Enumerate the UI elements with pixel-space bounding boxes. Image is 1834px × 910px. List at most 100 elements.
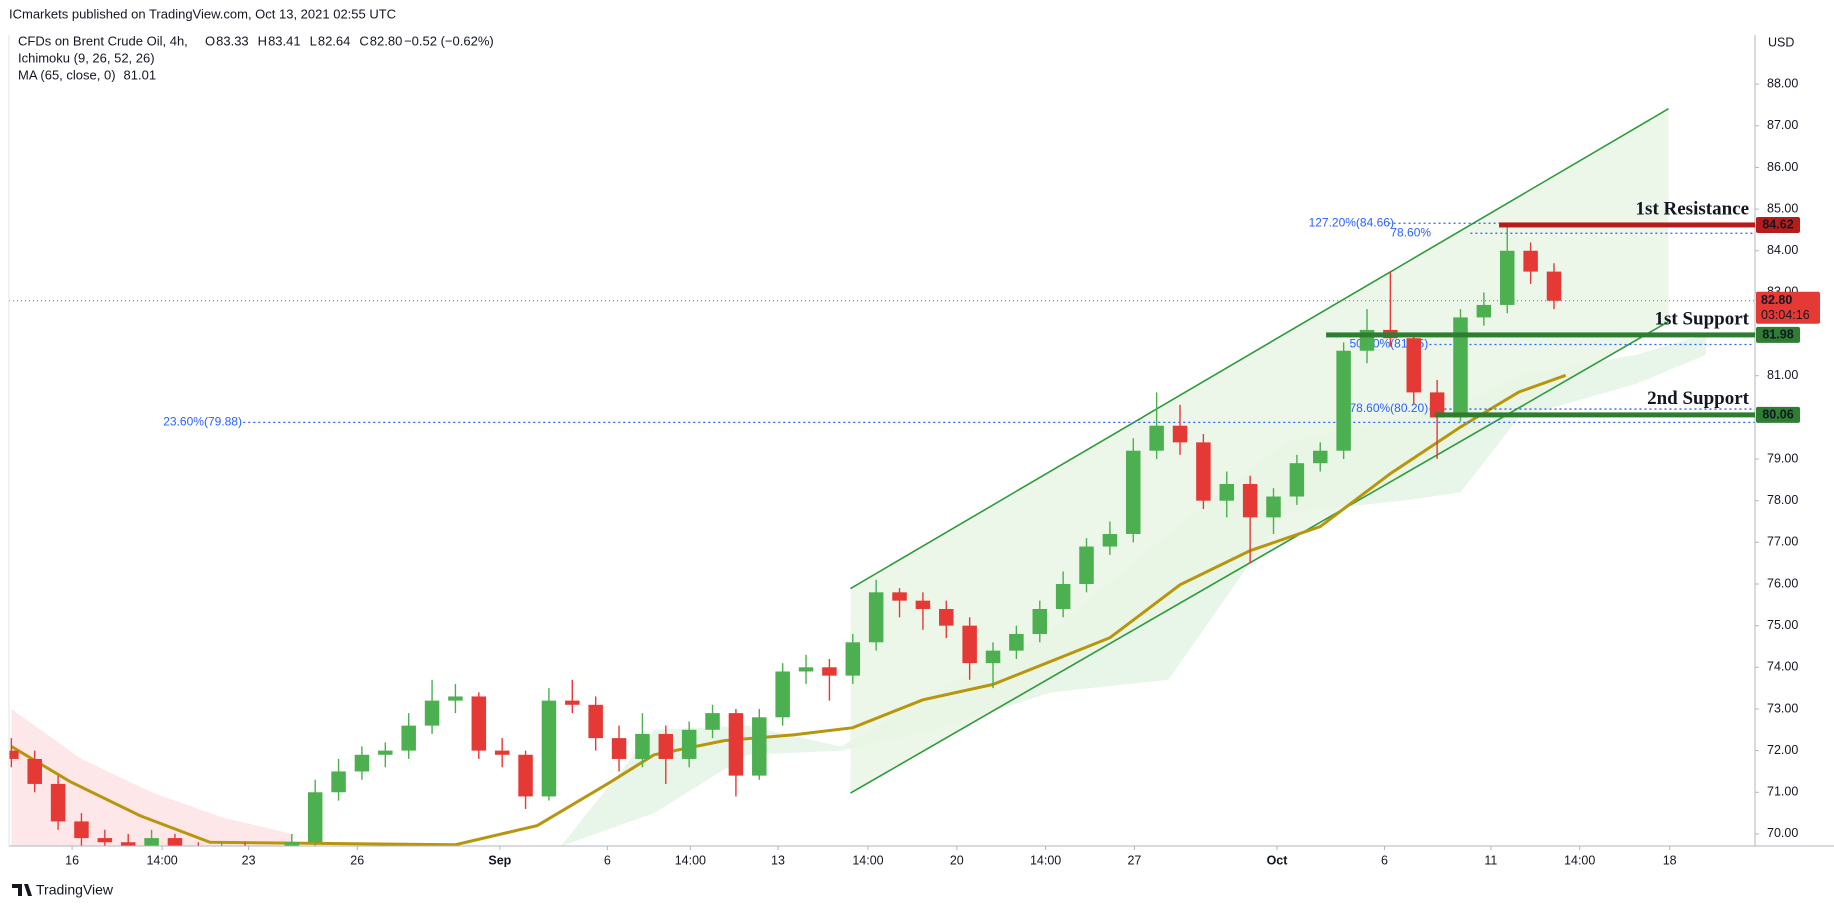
x-tick-label: Oct [1267, 853, 1289, 867]
candle-body [775, 671, 790, 718]
y-tick-label: 86.00 [1767, 160, 1798, 174]
candle-body [354, 754, 370, 772]
candle-body [50, 783, 66, 822]
change: −0.52 (−0.62%) [404, 33, 494, 48]
level-band [1499, 222, 1755, 228]
candle-body [635, 733, 650, 759]
y-tick-label: 75.00 [1767, 618, 1798, 632]
candle-body [1453, 317, 1468, 418]
level-name: 2nd Support [1647, 388, 1750, 409]
candle-body [728, 713, 744, 776]
candle-body [1289, 463, 1305, 497]
channel-line [850, 320, 1669, 794]
y-tick-label: 79.00 [1767, 451, 1798, 465]
tv-logo [12, 884, 32, 896]
x-tick-label: 26 [350, 853, 364, 867]
candle-body [1032, 608, 1048, 634]
candle-body [658, 733, 674, 759]
candle-body [307, 792, 323, 843]
ohlc-label: L [310, 33, 317, 48]
ohlc-value: 82.80 [370, 33, 403, 48]
last-price-tag [1756, 291, 1820, 324]
y-tick-label: 77.00 [1767, 535, 1798, 549]
candle-body [74, 821, 89, 839]
level-name: 1st Support [1655, 308, 1750, 329]
candle-body [518, 754, 533, 797]
candle-body [845, 642, 861, 676]
level-tag-label: 80.06 [1762, 408, 1793, 422]
candle-body [611, 738, 627, 759]
candle-body [868, 592, 884, 643]
ichimoku-cloud [11, 708, 292, 846]
candle-body [471, 696, 487, 751]
candle-body [27, 758, 42, 784]
x-tick-label: 13 [771, 853, 785, 867]
candle-body [1009, 633, 1024, 651]
publisher: ICmarkets published on TradingView.com, … [9, 6, 396, 21]
candle-body [144, 838, 159, 846]
candle-body [915, 600, 931, 609]
level-band [1326, 332, 1755, 338]
x-tick-label: 20 [950, 853, 964, 867]
y-tick-label: 84.00 [1767, 243, 1798, 257]
level-name: 1st Resistance [1636, 198, 1749, 219]
candle-body [1149, 425, 1164, 451]
candle-body [378, 750, 393, 755]
candle-body [1429, 392, 1445, 418]
level-tag [1756, 326, 1800, 343]
symbol: CFDs on Brent Crude Oil, 4h, [18, 33, 188, 48]
last-price-label: 82.80 [1761, 293, 1792, 307]
x-tick-label: 14:00 [852, 853, 883, 867]
fib-label: 127.20%(84.66) [1309, 215, 1394, 229]
x-tick-label: 6 [604, 853, 611, 867]
y-tick-label: 74.00 [1767, 660, 1798, 674]
candle-body [1079, 546, 1094, 584]
candle-body [892, 592, 907, 601]
candle-body [1196, 442, 1211, 501]
candle-body [1055, 583, 1071, 609]
candle-body [939, 608, 954, 626]
candle-body [284, 842, 300, 846]
level-tag-label: 81.98 [1762, 328, 1793, 342]
plot-area: 127.20%(84.66)78.60%50.00%(81.75)78.60%(… [9, 108, 1755, 846]
candle-body [565, 700, 580, 705]
candle-body [494, 750, 510, 755]
footer: TradingView [36, 882, 114, 898]
candle-body [1126, 450, 1141, 535]
y-tick-label: 81.00 [1767, 368, 1798, 382]
y-tick-label: 73.00 [1767, 701, 1798, 715]
ohlc-label: C [359, 33, 368, 48]
fib-label: 78.60% [1390, 225, 1431, 239]
x-tick-label: Sep [488, 853, 511, 867]
y-tick-label: 72.00 [1767, 743, 1798, 757]
ohlc-label: O [205, 33, 215, 48]
candle-body [962, 625, 977, 664]
indicator-ma: MA (65, close, 0) [18, 67, 116, 82]
candle-body [705, 713, 720, 730]
level-tag [1756, 406, 1800, 423]
y-tick-label: 85.00 [1767, 201, 1798, 215]
candle-body [1406, 338, 1421, 393]
ohlc-value: 82.64 [318, 33, 351, 48]
candle-body [822, 667, 837, 676]
logo-icon [12, 884, 32, 896]
x-tick-label: 23 [242, 853, 256, 867]
level-band [1434, 412, 1755, 418]
x-tick-label: 14:00 [675, 853, 706, 867]
candle-body [798, 667, 814, 672]
x-tick-label: 16 [65, 853, 79, 867]
level-tag-label: 84.62 [1762, 218, 1793, 232]
candle-body [167, 838, 183, 846]
candle-body [1546, 271, 1562, 301]
candle-body [1523, 250, 1538, 272]
currency: USD [1768, 35, 1794, 49]
candle-body [9, 750, 19, 759]
countdown: 03:04:16 [1761, 308, 1810, 322]
candle-body [752, 717, 767, 776]
fib-label: 23.60%(79.88) [163, 415, 242, 429]
candle-body [1172, 425, 1188, 443]
candle-body [541, 700, 557, 797]
y-tick-label: 87.00 [1767, 118, 1798, 132]
